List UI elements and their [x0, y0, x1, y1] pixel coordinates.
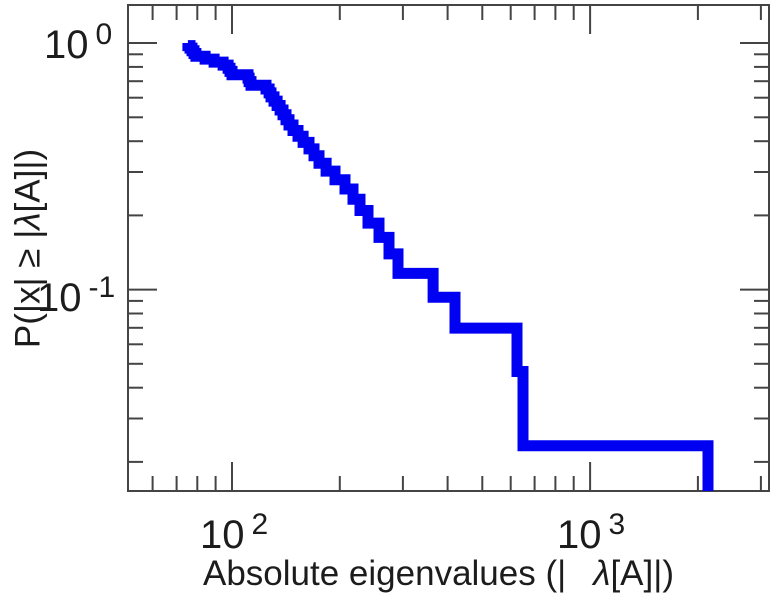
tick-base: 10 [44, 23, 89, 67]
ccdf-step-line [182, 40, 714, 491]
tick-base: 10 [557, 513, 602, 557]
y-axis-label: P(|x| ≥ |λ[A]|) [8, 139, 48, 359]
x-label-text: [A]|) [610, 554, 674, 593]
tick-exponent: 2 [251, 508, 269, 541]
tick-exponent: 0 [95, 18, 113, 51]
axes-frame [127, 4, 770, 492]
x-tick-label-1e2: 10 2 [200, 510, 268, 557]
tick-base: 10 [37, 276, 82, 320]
tick-exponent: -1 [88, 271, 116, 304]
x-axis-label: Absolute eigenvalues (| λ[A]|) [203, 556, 674, 591]
tick-marks [128, 5, 769, 491]
y-tick-label-1e-1: 10 -1 [37, 273, 115, 320]
y-tick-label-1e0: 10 0 [44, 20, 112, 67]
y-label-text: [A]|) [8, 148, 48, 213]
y-label-text: P(|x| ≥ | [8, 229, 48, 349]
x-label-text: Absolute eigenvalues (| [203, 554, 567, 593]
tick-exponent: 3 [608, 508, 626, 541]
lambda-symbol: λ [593, 554, 611, 593]
x-tick-label-1e3: 10 3 [557, 510, 625, 557]
lambda-symbol: λ [8, 212, 48, 230]
tick-base: 10 [200, 513, 245, 557]
